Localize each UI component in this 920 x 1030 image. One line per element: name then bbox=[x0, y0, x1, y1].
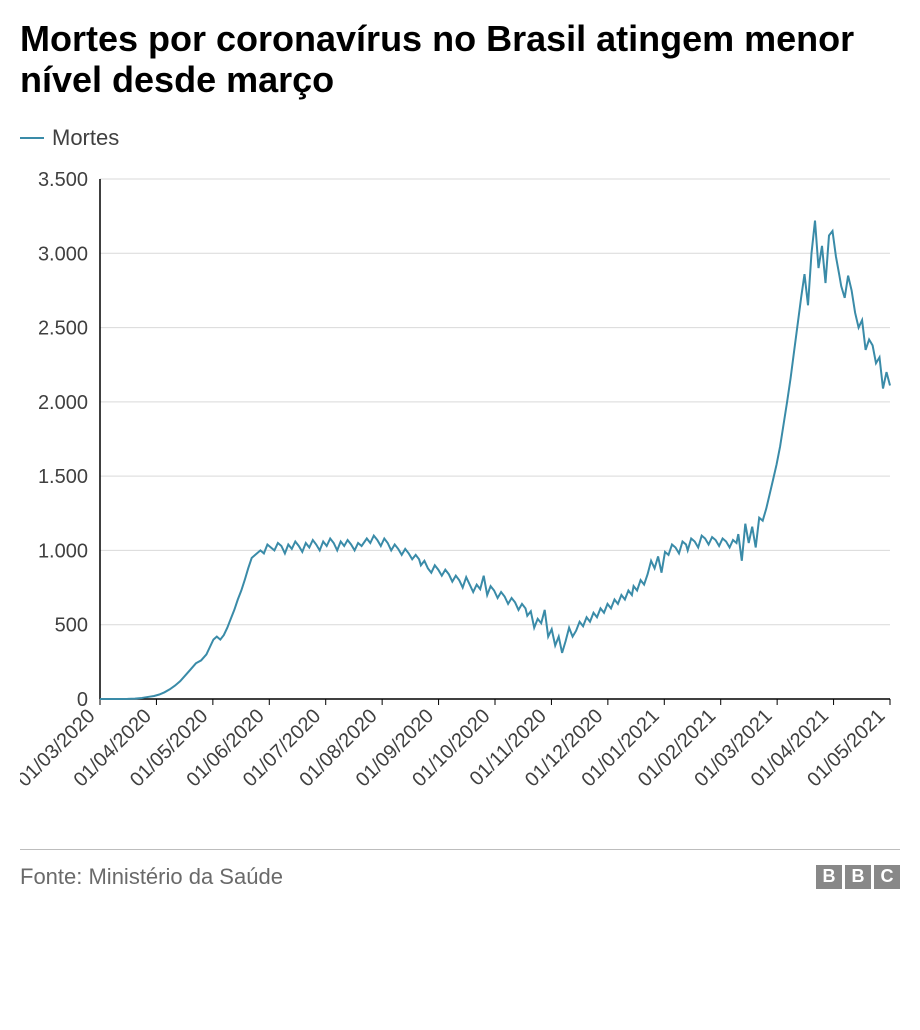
chart: 05001.0001.5002.0002.5003.0003.50001/03/… bbox=[20, 169, 900, 849]
y-tick-label: 2.000 bbox=[38, 392, 88, 414]
footer: Fonte: Ministério da Saúde B B C bbox=[20, 850, 900, 890]
y-tick-label: 1.500 bbox=[38, 466, 88, 488]
bbc-logo-letter: B bbox=[845, 865, 871, 889]
legend-label: Mortes bbox=[52, 125, 119, 151]
chart-title: Mortes por coronavírus no Brasil atingem… bbox=[20, 18, 900, 101]
bbc-logo-letter: B bbox=[816, 865, 842, 889]
y-tick-label: 500 bbox=[55, 614, 88, 636]
chart-svg: 05001.0001.5002.0002.5003.0003.50001/03/… bbox=[20, 169, 900, 849]
y-tick-label: 3.000 bbox=[38, 243, 88, 265]
legend: Mortes bbox=[20, 125, 900, 151]
y-tick-label: 1.000 bbox=[38, 540, 88, 562]
bbc-logo: B B C bbox=[816, 865, 900, 889]
y-tick-label: 3.500 bbox=[38, 169, 88, 191]
source-text: Fonte: Ministério da Saúde bbox=[20, 864, 283, 890]
data-line bbox=[100, 220, 890, 698]
bbc-logo-letter: C bbox=[874, 865, 900, 889]
legend-swatch bbox=[20, 137, 44, 139]
y-tick-label: 2.500 bbox=[38, 317, 88, 339]
